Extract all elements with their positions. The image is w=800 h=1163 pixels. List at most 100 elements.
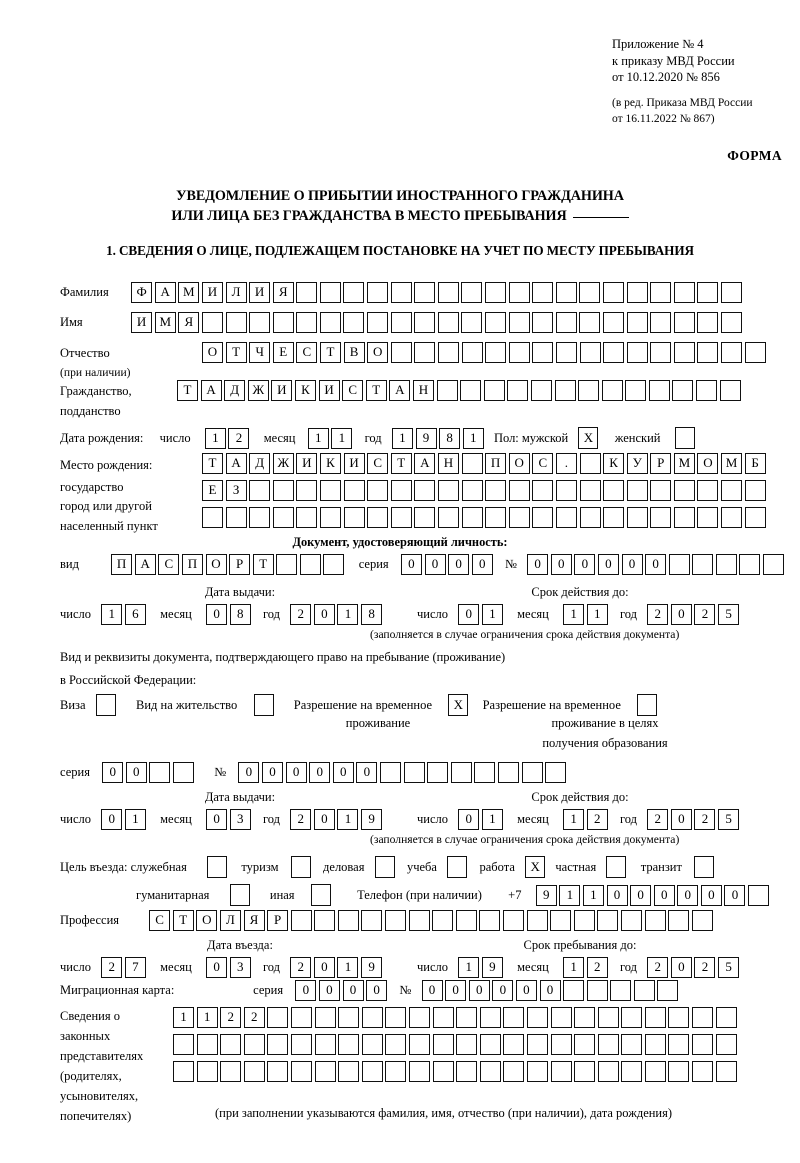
char-cell[interactable] (296, 480, 318, 501)
char-cell[interactable]: Л (219, 910, 241, 931)
char-cell[interactable] (597, 1034, 619, 1055)
char-cell[interactable]: А (225, 453, 247, 474)
char-cell[interactable]: 0 (677, 884, 699, 906)
char-cell[interactable] (290, 1034, 312, 1055)
char-cell[interactable] (503, 1061, 525, 1082)
char-cell[interactable] (343, 282, 365, 303)
char-cell[interactable] (414, 282, 436, 303)
char-cell[interactable] (437, 312, 459, 333)
char-cell[interactable] (437, 480, 459, 501)
digit-cell[interactable]: 1 (337, 809, 359, 830)
char-cell[interactable]: 0 (597, 554, 619, 575)
char-cell[interactable]: А (414, 453, 436, 474)
char-cell[interactable]: 1 (582, 884, 604, 906)
char-cell[interactable]: 0 (539, 980, 561, 1001)
char-cell[interactable] (657, 980, 679, 1001)
char-cell[interactable] (691, 910, 713, 931)
digit-cell[interactable]: 2 (290, 604, 312, 625)
char-cell[interactable] (460, 380, 482, 401)
char-cell[interactable] (697, 342, 719, 363)
char-cell[interactable] (338, 1034, 360, 1055)
char-cell[interactable]: 0 (621, 554, 643, 575)
char-cell[interactable]: М (178, 282, 200, 303)
char-cell[interactable] (526, 1007, 548, 1028)
char-cell[interactable]: Е (272, 342, 294, 363)
char-cell[interactable] (621, 1034, 643, 1055)
char-cell[interactable] (432, 1007, 454, 1028)
char-cell[interactable] (437, 282, 459, 303)
char-cell[interactable]: 1 (196, 1007, 218, 1028)
purpose-private-checkbox[interactable] (606, 856, 627, 878)
char-cell[interactable] (243, 1034, 265, 1055)
char-cell[interactable]: И (271, 380, 293, 401)
char-cell[interactable]: О (202, 342, 223, 363)
digit-cell[interactable]: 0 (206, 604, 228, 625)
char-cell[interactable] (408, 1034, 430, 1055)
digit-cell[interactable]: 1 (337, 957, 359, 978)
digit-cell[interactable]: 0 (101, 809, 123, 830)
char-cell[interactable]: 0 (445, 980, 467, 1001)
char-cell[interactable]: Н (437, 453, 459, 474)
char-cell[interactable]: С (296, 342, 318, 363)
digit-cell[interactable]: 1 (586, 604, 608, 625)
char-cell[interactable] (338, 1007, 360, 1028)
char-cell[interactable]: Т (177, 380, 198, 401)
char-cell[interactable] (461, 342, 483, 363)
char-cell[interactable]: . (555, 453, 577, 474)
char-cell[interactable] (721, 507, 743, 528)
char-cell[interactable] (385, 1061, 407, 1082)
char-cell[interactable]: 0 (606, 884, 628, 906)
char-cell[interactable] (650, 282, 672, 303)
char-cell[interactable] (597, 1007, 619, 1028)
char-cell[interactable] (343, 507, 365, 528)
char-cell[interactable] (485, 282, 507, 303)
char-cell[interactable]: П (111, 554, 133, 575)
char-cell[interactable] (343, 480, 365, 501)
char-cell[interactable] (597, 1061, 619, 1082)
char-cell[interactable] (555, 312, 577, 333)
char-cell[interactable]: Т (202, 453, 223, 474)
char-cell[interactable] (408, 1061, 430, 1082)
digit-cell[interactable]: 1 (563, 809, 585, 830)
char-cell[interactable]: М (673, 453, 695, 474)
char-cell[interactable] (644, 1007, 666, 1028)
char-cell[interactable]: К (319, 453, 341, 474)
char-cell[interactable] (603, 507, 625, 528)
digit-cell[interactable]: 1 (481, 604, 503, 625)
char-cell[interactable] (503, 1034, 525, 1055)
char-cell[interactable] (550, 910, 572, 931)
char-cell[interactable]: 0 (400, 554, 422, 575)
char-cell[interactable] (532, 312, 554, 333)
char-cell[interactable] (314, 1007, 336, 1028)
char-cell[interactable] (296, 282, 318, 303)
char-cell[interactable] (603, 312, 624, 333)
char-cell[interactable] (361, 1061, 383, 1082)
digit-cell[interactable]: 0 (670, 604, 692, 625)
char-cell[interactable] (633, 980, 655, 1001)
char-cell[interactable] (243, 1061, 265, 1082)
legal-rep-input-3[interactable] (173, 1061, 737, 1082)
digit-cell[interactable]: 9 (361, 957, 383, 978)
char-cell[interactable]: 0 (295, 980, 317, 1001)
char-cell[interactable] (526, 1034, 548, 1055)
digit-cell[interactable]: 0 (313, 604, 335, 625)
char-cell[interactable] (479, 1061, 501, 1082)
char-cell[interactable] (626, 507, 648, 528)
char-cell[interactable] (720, 282, 742, 303)
char-cell[interactable] (626, 342, 648, 363)
char-cell[interactable] (267, 1061, 289, 1082)
char-cell[interactable] (578, 380, 600, 401)
char-cell[interactable] (296, 507, 318, 528)
digit-cell[interactable]: 0 (458, 604, 480, 625)
char-cell[interactable]: 1 (173, 1007, 194, 1028)
char-cell[interactable] (721, 342, 743, 363)
